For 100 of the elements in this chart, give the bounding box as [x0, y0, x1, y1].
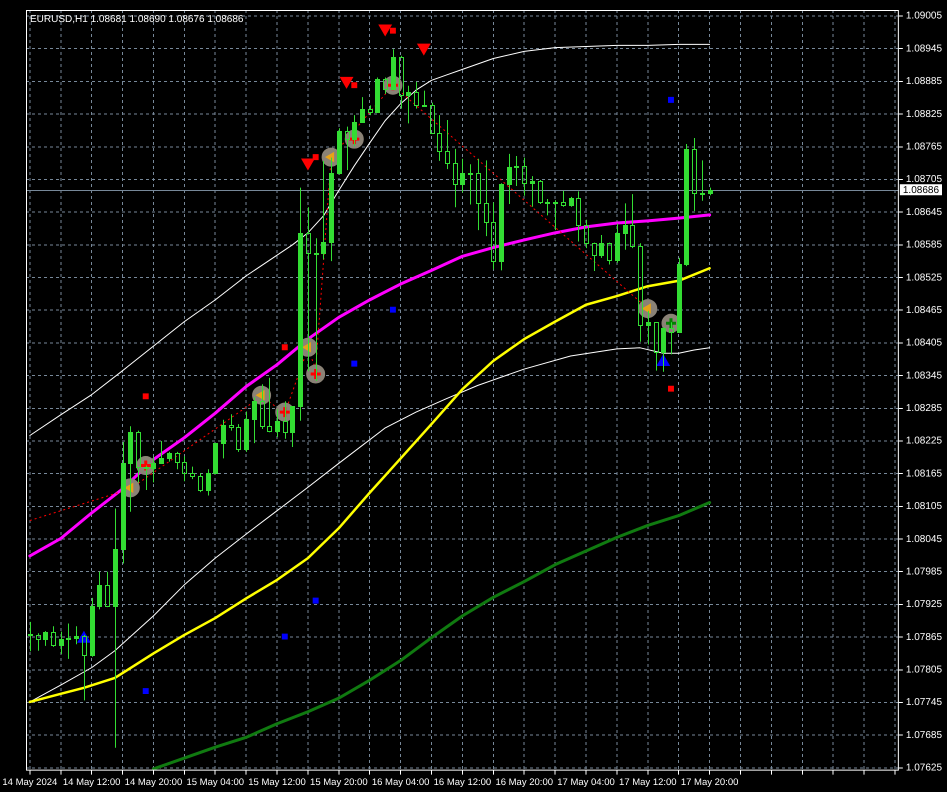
point: [351, 82, 358, 88]
candlestick: [646, 310, 651, 346]
x-tick-label: 17 May 04:00: [557, 776, 615, 788]
candlestick: [59, 631, 64, 655]
candlestick: [74, 626, 79, 645]
y-tick-label: 1.08585: [906, 240, 942, 251]
candlestick: [692, 138, 697, 212]
y-tick-label: 1.07985: [906, 566, 942, 578]
point: [668, 96, 674, 103]
y-tick-label: 1.07625: [906, 762, 942, 774]
candlestick: [391, 48, 396, 90]
candlestick: [36, 632, 41, 652]
candlestick: [445, 120, 450, 170]
candlestick: [43, 630, 48, 646]
point: [142, 393, 149, 400]
candlestick: [290, 406, 295, 448]
point: [390, 306, 396, 313]
y-tick-label: 1.08285: [906, 403, 942, 414]
y-tick-label: 1.07685: [906, 730, 942, 741]
candlestick: [399, 55, 404, 110]
y-tick-label: 1.09005: [906, 10, 942, 22]
candlestick: [82, 634, 87, 701]
x-tick-label: 17 May 12:00: [619, 776, 677, 788]
candlestick: [345, 126, 350, 171]
candlestick: [267, 377, 272, 433]
candlestick: [530, 176, 535, 208]
candlestick: [252, 396, 257, 444]
candlestick: [66, 622, 71, 660]
candlestick: [97, 571, 102, 610]
y-tick-label: 1.08645: [906, 206, 942, 218]
candlestick: [499, 182, 504, 271]
candlestick: [630, 194, 635, 249]
y-tick-label: 1.08105: [906, 501, 942, 512]
candlestick: [484, 160, 489, 237]
candlestick: [298, 187, 303, 422]
candlestick: [576, 190, 581, 242]
y-tick-label: 1.08165: [906, 468, 942, 480]
candlestick: [90, 597, 95, 658]
candlestick: [206, 468, 211, 496]
chart-title: EURUSD,H1 1.08681 1.08690 1.08676 1.08686: [30, 14, 244, 25]
y-tick-label: 1.07805: [906, 664, 942, 676]
y-tick-label: 1.07745: [906, 697, 942, 708]
y-tick-label: 1.08825: [906, 108, 942, 120]
x-tick-label: 16 May 04:00: [372, 776, 430, 788]
candlestick: [615, 223, 620, 264]
candlestick: [121, 442, 126, 564]
x-tick-label: 17 May 20:00: [680, 776, 738, 788]
candlestick: [460, 158, 465, 194]
y-tick-label: 1.08525: [906, 272, 942, 284]
candlestick: [491, 202, 496, 270]
candlestick: [406, 85, 411, 124]
ref-line-label: 1.08686: [902, 185, 940, 196]
x-tick-label: 16 May 20:00: [495, 776, 554, 788]
candlestick: [453, 148, 458, 208]
candlestick: [151, 456, 156, 483]
point: [312, 598, 319, 604]
candlestick: [306, 206, 311, 372]
candlestick: [584, 219, 589, 249]
candlestick: [476, 158, 481, 231]
x-tick-label: 16 May 12:00: [434, 776, 492, 788]
y-tick-label: 1.08345: [906, 370, 942, 382]
point: [282, 634, 288, 640]
y-tick-label: 1.08885: [906, 76, 942, 88]
x-tick-label: 15 May 20:00: [310, 776, 368, 788]
candlestick: [561, 190, 566, 208]
x-tick-label: 15 May 12:00: [248, 776, 306, 788]
candlestick: [661, 326, 666, 372]
candlestick: [514, 156, 519, 186]
candlestick: [422, 90, 427, 107]
candlestick: [352, 114, 357, 147]
candlestick: [283, 400, 288, 440]
candlestick: [654, 322, 659, 372]
candlestick: [638, 242, 643, 342]
point: [351, 360, 358, 367]
point: [390, 28, 396, 34]
candlestick: [51, 626, 56, 648]
y-tick-label: 1.08945: [906, 43, 942, 54]
y-tick-label: 1.08765: [906, 142, 942, 153]
candlestick: [182, 456, 187, 482]
candlestick: [669, 322, 674, 355]
candlestick: [244, 411, 249, 452]
candlestick: [229, 414, 234, 432]
candlestick: [522, 157, 527, 196]
candlestick: [190, 466, 195, 480]
y-tick-label: 1.08705: [906, 174, 942, 186]
candlestick: [275, 408, 280, 438]
point: [142, 688, 149, 694]
y-tick-label: 1.08045: [906, 534, 942, 545]
candlestick: [437, 114, 442, 162]
candlestick: [599, 234, 604, 258]
point: [668, 386, 674, 392]
candlestick: [128, 426, 133, 512]
x-tick-label: 14 May 12:00: [62, 776, 120, 788]
candlestick: [360, 96, 365, 123]
candlestick: [329, 157, 334, 262]
candlestick: [414, 81, 419, 110]
candlestick: [623, 202, 628, 250]
y-tick-label: 1.08225: [906, 436, 942, 447]
candlestick: [260, 384, 265, 430]
candlestick: [113, 508, 118, 748]
